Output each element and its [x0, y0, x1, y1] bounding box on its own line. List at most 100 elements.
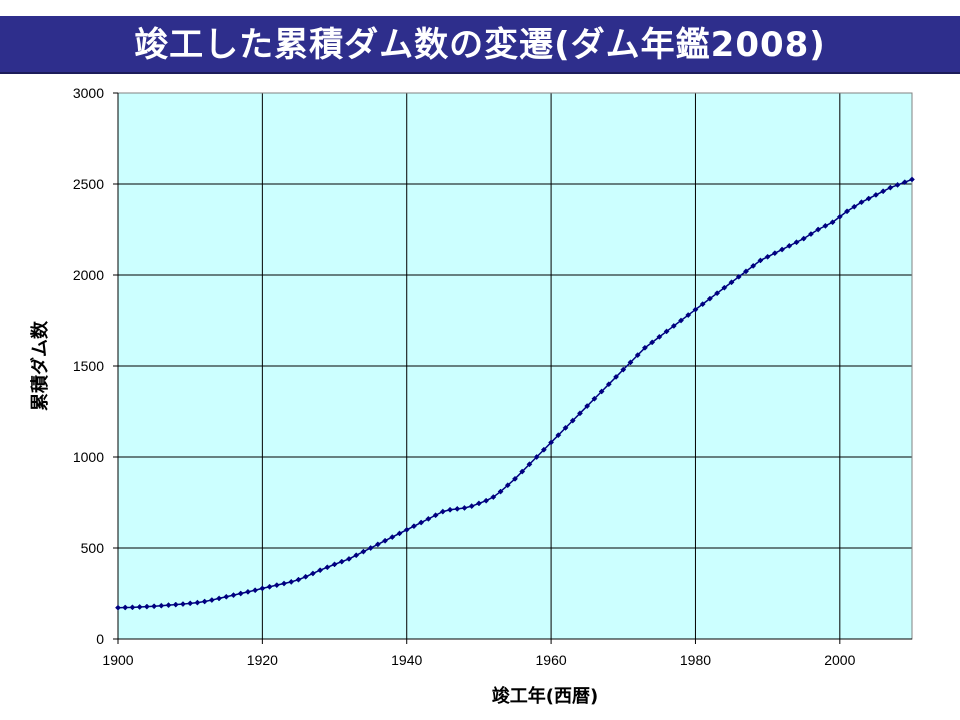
data-point: [800, 235, 807, 242]
data-point: [273, 582, 280, 589]
data-point: [865, 195, 872, 202]
data-point: [872, 191, 879, 198]
data-point: [483, 497, 490, 504]
data-point: [663, 328, 670, 335]
data-point: [497, 488, 504, 495]
data-point: [396, 530, 403, 537]
y-tick-label: 2500: [73, 176, 104, 192]
data-point: [526, 461, 533, 468]
data-point: [880, 188, 887, 195]
data-point: [569, 417, 576, 424]
data-point: [281, 580, 287, 587]
data-point: [577, 410, 583, 417]
data-point: [562, 424, 569, 431]
data-point: [389, 534, 396, 541]
data-point: [533, 454, 540, 460]
data-point: [158, 602, 165, 609]
data-point: [172, 601, 179, 608]
data-point: [750, 262, 757, 269]
y-tick-label: 500: [81, 540, 105, 556]
data-point: [367, 545, 374, 551]
data-point: [403, 526, 410, 533]
y-tick-labels: 0 500 1000 1500 2000 2500 3000: [73, 85, 118, 647]
data-point: [901, 179, 908, 186]
data-point: [894, 181, 901, 188]
data-point: [136, 604, 143, 610]
y-tick-label: 0: [96, 631, 104, 647]
data-point: [208, 597, 215, 604]
data-point: [115, 604, 121, 611]
data-point: [346, 555, 352, 562]
data-point: [735, 273, 742, 280]
data-point: [309, 570, 316, 577]
data-point: [382, 537, 389, 544]
chart-title: 竣工した累積ダム数の変遷(ダム年鑑2008): [134, 25, 826, 65]
x-tick-label: 1940: [391, 652, 422, 668]
data-point: [786, 242, 793, 249]
data-point: [425, 515, 432, 522]
data-point: [475, 500, 482, 507]
data-point: [887, 184, 894, 191]
data-point: [230, 592, 237, 599]
data-point: [634, 352, 641, 359]
data-point: [815, 226, 822, 233]
data-point: [331, 561, 338, 568]
y-tick-label: 3000: [73, 85, 104, 101]
data-point: [266, 583, 273, 590]
data-point: [216, 595, 223, 602]
data-point: [180, 601, 186, 608]
x-tick-labels: 1900 1920 1940 1960 1980 2000: [102, 639, 856, 668]
data-point: [418, 519, 425, 526]
data-point: [858, 199, 865, 206]
data-point: [851, 203, 858, 210]
data-point: [555, 432, 562, 439]
data-point: [194, 599, 201, 606]
y-axis-title: 累積ダム数: [29, 320, 51, 411]
data-point: [685, 312, 692, 318]
data-point: [844, 208, 850, 215]
data-point: [548, 439, 555, 446]
data-point: [151, 603, 158, 610]
data-point: [743, 268, 749, 275]
data-point: [598, 388, 605, 395]
data-point: [706, 295, 713, 302]
data-point: [512, 475, 518, 482]
data-point: [540, 446, 547, 453]
data-point: [728, 279, 735, 286]
data-point: [223, 593, 230, 600]
data-point: [360, 548, 367, 555]
data-point: [165, 602, 172, 609]
data-point: [252, 587, 259, 594]
data-point: [454, 505, 461, 512]
y-tick-label: 1500: [73, 358, 104, 374]
x-tick-label: 1900: [102, 652, 133, 668]
data-point: [302, 573, 309, 580]
data-point: [627, 359, 634, 366]
data-point: [187, 600, 194, 607]
x-tick-label: 1980: [680, 652, 711, 668]
data-point: [324, 564, 331, 571]
data-point: [779, 246, 786, 253]
data-point: [374, 541, 381, 548]
data-point: [519, 468, 526, 475]
data-point: [461, 505, 468, 511]
data-point: [317, 567, 324, 574]
data-point: [670, 323, 677, 329]
data-point: [909, 176, 915, 183]
data-point: [288, 578, 295, 585]
x-axis-title: 竣工年(西暦): [492, 685, 598, 707]
data-point: [122, 604, 129, 611]
data-point: [201, 598, 208, 605]
data-point: [793, 239, 800, 246]
data-point: [143, 603, 150, 610]
data-point: [692, 306, 699, 313]
data-point: [432, 512, 439, 519]
chart-svg: 0 500 1000 1500 2000 2500 3000 1900 1920 1940 196…: [29, 85, 915, 707]
data-point: [447, 506, 453, 513]
data-point: [338, 558, 345, 565]
data-point: [490, 494, 497, 500]
data-point: [244, 588, 251, 595]
data-point: [641, 344, 648, 351]
data-point: [353, 552, 360, 559]
data-point: [807, 231, 814, 238]
